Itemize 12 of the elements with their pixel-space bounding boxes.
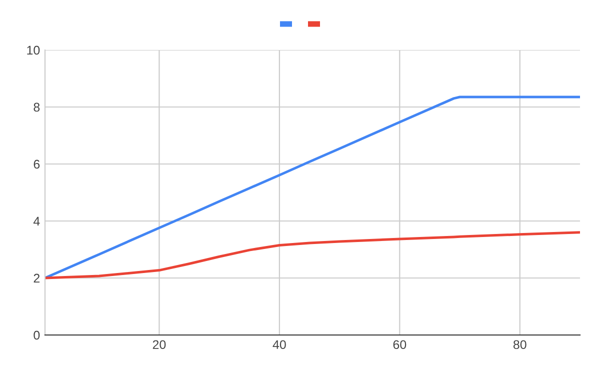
- x-tick-label: 40: [272, 340, 286, 350]
- line-series: [45, 96, 580, 280]
- y-tick-label: 2: [34, 274, 40, 283]
- x-tick-label: 60: [393, 340, 406, 350]
- x-tick-label: 80: [513, 340, 526, 350]
- y-tick-label: 8: [34, 102, 40, 112]
- line-series: [45, 231, 580, 280]
- y-tick-label: 4: [33, 216, 40, 226]
- y-tick-label: 0: [34, 330, 40, 340]
- y-tick-label: 10: [27, 46, 40, 55]
- y-tick-label: 6: [34, 160, 40, 169]
- x-tick-label: 20: [152, 340, 166, 350]
